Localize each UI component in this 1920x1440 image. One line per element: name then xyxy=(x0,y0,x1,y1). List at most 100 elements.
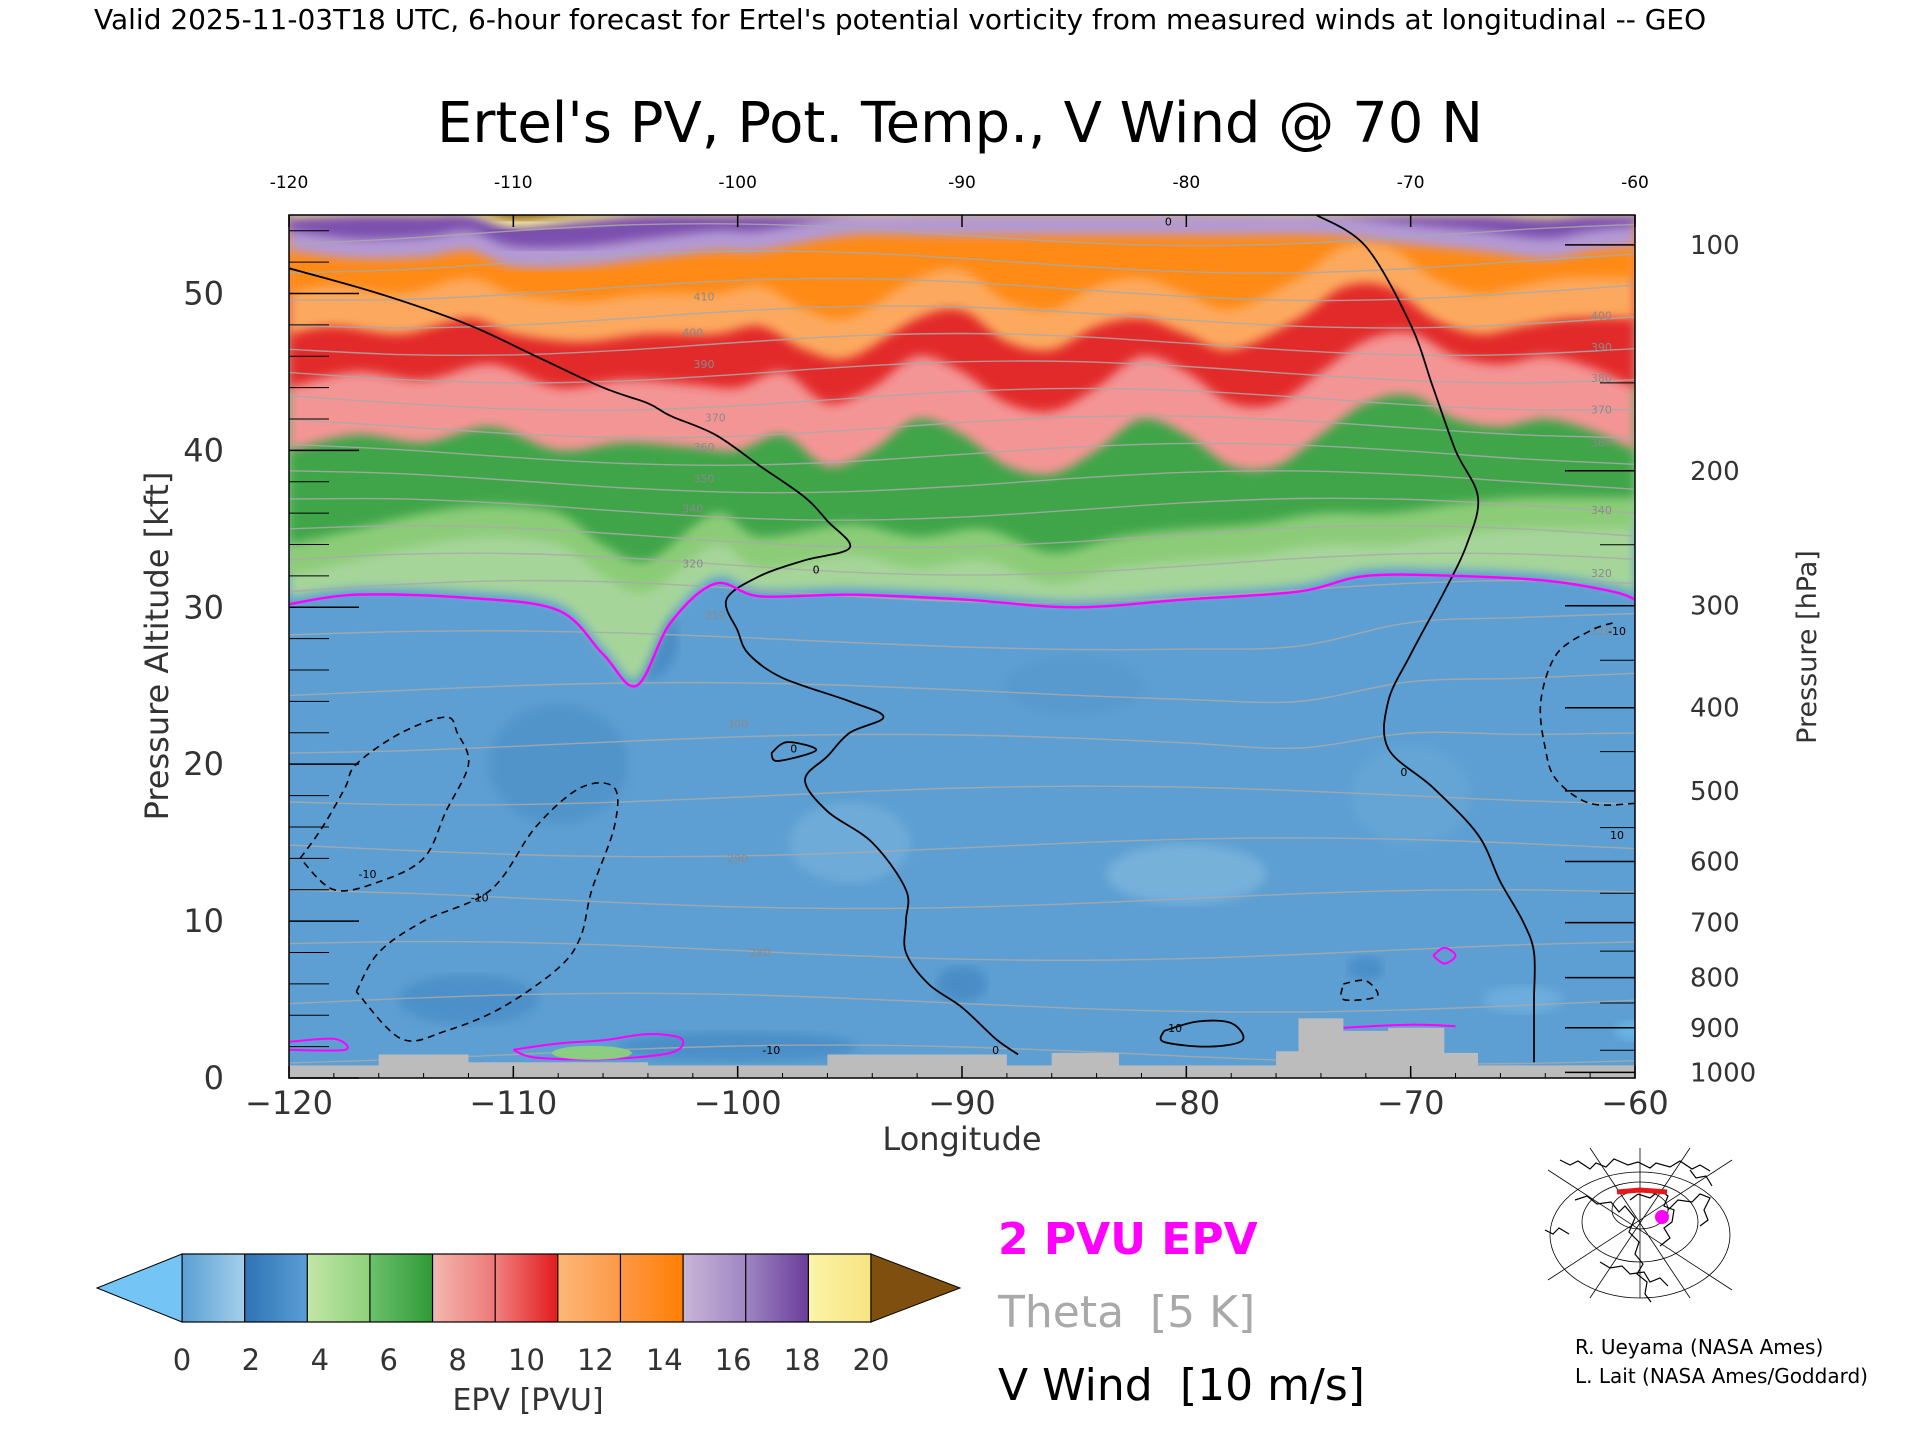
v-wind-contour-neg10-b xyxy=(355,782,619,1042)
colorbar-tick-label: 12 xyxy=(577,1343,614,1377)
colorbar-tick-label: 20 xyxy=(853,1343,890,1377)
texture-blotch xyxy=(789,802,910,883)
v-wind-contour-zero-line-a xyxy=(289,267,1019,1056)
colorbar-tick-label: 0 xyxy=(173,1343,191,1377)
theta-contour-label: 380 xyxy=(1591,372,1612,385)
v-wind-contour-zero-line-b xyxy=(1315,215,1536,1063)
colorbar-bin xyxy=(620,1254,684,1322)
top-tick-label: -110 xyxy=(494,173,533,193)
theta-contour-line xyxy=(289,223,1635,247)
theta-contour-line xyxy=(289,387,1635,412)
colorbar-tick-label: 8 xyxy=(448,1343,466,1377)
colorbar-under-arrow xyxy=(95,1253,183,1323)
top-tick-label: -70 xyxy=(1397,173,1425,193)
y-tick-label: 50 xyxy=(183,274,224,312)
x-tick-label: −90 xyxy=(928,1084,996,1122)
theta-contour-label: 290 xyxy=(727,852,748,865)
top-tick-label: -90 xyxy=(948,173,976,193)
theta-contour-label: 320 xyxy=(682,557,703,570)
theta-contour-line xyxy=(289,612,1635,651)
v-wind-contour-neg10-small xyxy=(1340,979,1379,1002)
pressure-tick-label: 400 xyxy=(1690,694,1740,724)
theta-contour-line xyxy=(289,497,1635,521)
v-wind-contour-label: -10 xyxy=(1608,625,1626,638)
x-tick-label: −100 xyxy=(694,1084,782,1122)
epv-2pvu-contour-small xyxy=(1343,1023,1456,1029)
theta-contour-label: 390 xyxy=(694,358,715,371)
y-axis-label-right: Pressure [hPa] xyxy=(1792,550,1823,744)
colorbar-bin xyxy=(683,1254,747,1322)
colorbar-bin xyxy=(432,1254,496,1322)
y-tick-label: 20 xyxy=(183,745,224,783)
surface-pv-blob xyxy=(551,1045,632,1060)
x-tick-label: −110 xyxy=(469,1084,557,1122)
axes: −120-120−110-110−100-100−90-90−80-80−70-… xyxy=(183,173,1756,1122)
theta-contour-line xyxy=(289,552,1635,576)
theta-contour-line xyxy=(289,442,1635,466)
theta-contour-line xyxy=(289,332,1635,357)
v-wind-contour-label: 10 xyxy=(1168,1022,1182,1035)
theta-contour-line xyxy=(289,415,1635,439)
theta-contour-line xyxy=(289,731,1635,754)
x-tick-label: −60 xyxy=(1601,1084,1669,1122)
pressure-tick-label: 600 xyxy=(1690,847,1740,877)
texture-blotch xyxy=(488,704,629,825)
v-wind-contour-label: -10 xyxy=(359,868,377,881)
colorbar-bin xyxy=(808,1254,872,1322)
legend: 2 PVU EPV Theta [5 K] V Wind [10 m/s] xyxy=(997,1214,1365,1411)
legend-theta-label: Theta xyxy=(997,1287,1124,1338)
theta-contour-line xyxy=(289,360,1635,384)
pressure-tick-label: 300 xyxy=(1690,592,1740,622)
y-tick-label: 0 xyxy=(204,1059,224,1097)
v-wind-contour-label: 0 xyxy=(1400,766,1407,779)
v-wind-contour-label: 0 xyxy=(992,1044,999,1057)
colorbar-bin xyxy=(244,1254,308,1322)
inset-map-track xyxy=(1616,1187,1668,1195)
theta-contour-line xyxy=(289,579,1635,604)
epv-2pvu-contour-group xyxy=(289,573,1635,1061)
theta-contour-line xyxy=(289,470,1635,494)
colorbar: 0 2 4 6 8 10 12 14 16 18 20 xyxy=(95,1253,962,1377)
theta-contour-label: 360 xyxy=(1591,437,1612,450)
credit-line-1: R. Ueyama (NASA Ames) xyxy=(1575,1335,1823,1359)
theta-contour-label: 410 xyxy=(694,291,715,304)
theta-contour-line xyxy=(289,305,1635,329)
colorbar-tick-label: 10 xyxy=(508,1343,545,1377)
legend-theta-interval: [5 K] xyxy=(1150,1287,1255,1338)
theta-contour-label: 350 xyxy=(694,473,715,486)
v-wind-contour-pos10-loop xyxy=(1159,1019,1245,1048)
texture-blotch xyxy=(1347,956,1384,981)
colorbar-label: EPV [PVU] xyxy=(452,1383,603,1418)
v-wind-contour-neg10-a xyxy=(299,716,470,892)
x-tick-label: −70 xyxy=(1377,1084,1445,1122)
v-wind-contour-zero-loop xyxy=(770,741,818,762)
y-axis-label-left: Pressure Altitude [kft] xyxy=(138,472,176,821)
terrain-fill xyxy=(289,1018,1635,1078)
pressure-tick-label: 700 xyxy=(1690,909,1740,939)
legend-wind-interval: [10 m/s] xyxy=(1180,1360,1365,1411)
texture-blotch xyxy=(398,974,539,1025)
epv-2pvu-contour-small xyxy=(512,1033,685,1061)
y-tick-label: 30 xyxy=(183,588,224,626)
colorbar-over-arrow xyxy=(870,1253,962,1323)
legend-wind-label: V Wind xyxy=(998,1360,1153,1411)
colorbar-tick-label: 14 xyxy=(646,1343,683,1377)
colorbar-tick-label: 16 xyxy=(715,1343,752,1377)
theta-contour-label: 400 xyxy=(682,327,703,340)
inset-map-coastlines xyxy=(1544,1158,1713,1303)
chart-title: Ertel's PV, Pot. Temp., V Wind @ 70 N xyxy=(437,91,1483,156)
colorbar-bin xyxy=(495,1254,559,1322)
inset-map xyxy=(1535,1147,1733,1303)
v-wind-contour-label: 0 xyxy=(813,564,820,577)
v-wind-contours: 0 0 0 0 0 -10 -10 -10 -10 10 10 xyxy=(289,215,1635,1063)
theta-contour-line xyxy=(289,277,1635,302)
v-wind-contour-neg10-c xyxy=(1539,622,1635,806)
pressure-tick-label: 800 xyxy=(1690,964,1740,994)
credit-line-2: L. Lait (NASA Ames/Goddard) xyxy=(1575,1364,1868,1388)
v-wind-contour-label: 0 xyxy=(1165,215,1172,228)
theta-contour-label: 310 xyxy=(705,609,726,622)
theta-contours: 410 400 390 370 360 350 340 320 310 300 290 280 400 3… xyxy=(289,223,1635,1065)
theta-contour-label: 360 xyxy=(694,441,715,454)
theta-contour-line xyxy=(289,524,1635,549)
